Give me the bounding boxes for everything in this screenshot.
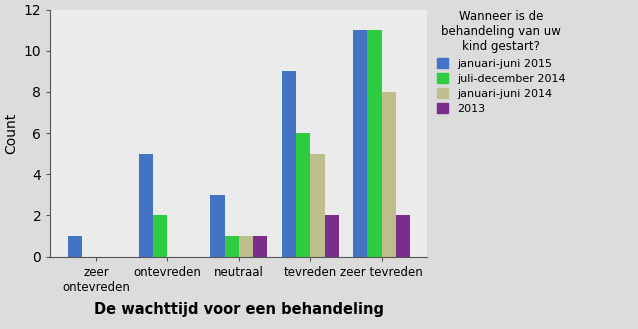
- Bar: [296, 133, 310, 257]
- Bar: [310, 154, 325, 257]
- Bar: [325, 215, 339, 257]
- Bar: [153, 215, 168, 257]
- Bar: [253, 236, 267, 257]
- Bar: [382, 92, 396, 257]
- Y-axis label: Count: Count: [4, 113, 18, 154]
- Bar: [367, 30, 382, 257]
- Bar: [211, 195, 225, 257]
- Bar: [353, 30, 367, 257]
- Bar: [282, 71, 296, 257]
- Legend: januari-juni 2015, juli-december 2014, januari-juni 2014, 2013: januari-juni 2015, juli-december 2014, j…: [437, 10, 565, 114]
- Bar: [396, 215, 410, 257]
- Bar: [225, 236, 239, 257]
- X-axis label: De wachttijd voor een behandeling: De wachttijd voor een behandeling: [94, 302, 384, 317]
- Bar: [68, 236, 82, 257]
- Bar: [239, 236, 253, 257]
- Bar: [139, 154, 153, 257]
